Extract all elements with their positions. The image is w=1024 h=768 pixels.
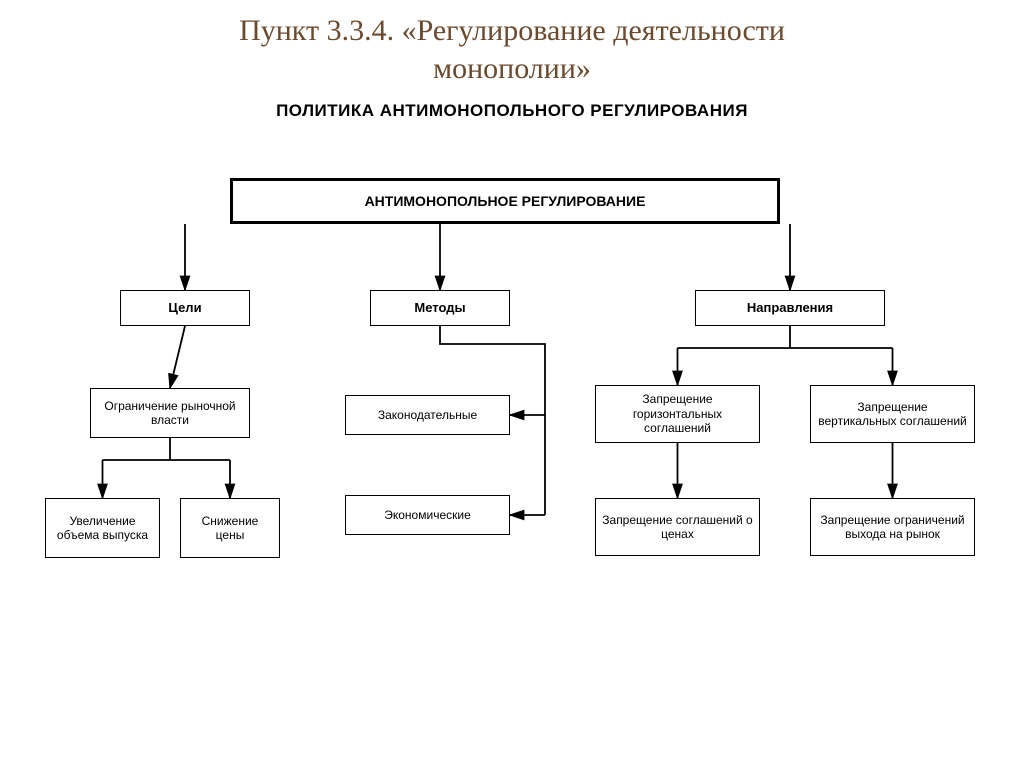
flowchart-diagram: АНТИМОНОПОЛЬНОЕ РЕГУЛИРОВАНИЕ Цели Методы Н… bbox=[0, 0, 1024, 768]
node-goals: Цели bbox=[120, 290, 250, 326]
node-ban_v: Запрещение вертикальных соглашений bbox=[810, 385, 975, 443]
connector-layer bbox=[0, 0, 1024, 768]
node-directions: Направления bbox=[695, 290, 885, 326]
node-ban_h: Запрещение горизонтальных соглашений bbox=[595, 385, 760, 443]
node-root: АНТИМОНОПОЛЬНОЕ РЕГУЛИРОВАНИЕ bbox=[230, 178, 780, 224]
node-limit: Ограничение рыночной власти bbox=[90, 388, 250, 438]
node-ban_entry: Запрещение ограничений выхода на рынок bbox=[810, 498, 975, 556]
node-ban_price: Запрещение соглашений о ценах bbox=[595, 498, 760, 556]
node-price: Снижение цены bbox=[180, 498, 280, 558]
node-vol: Увеличение объема выпуска bbox=[45, 498, 160, 558]
node-legis: Законодательные bbox=[345, 395, 510, 435]
node-methods: Методы bbox=[370, 290, 510, 326]
node-econ: Экономические bbox=[345, 495, 510, 535]
